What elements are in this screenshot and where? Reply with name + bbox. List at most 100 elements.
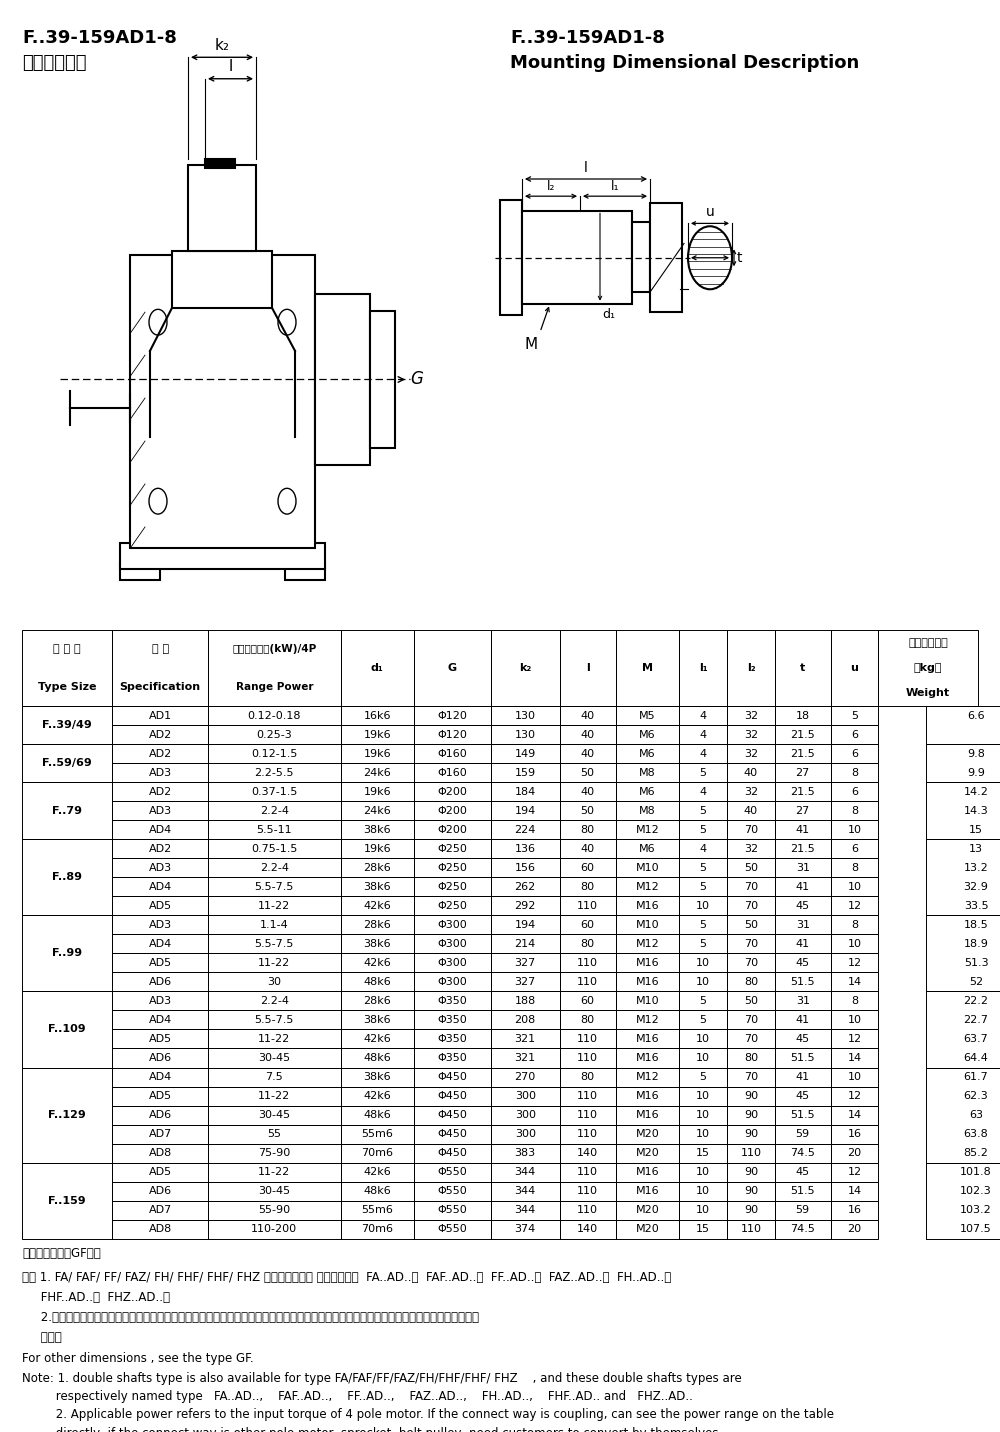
Text: 0.25-3: 0.25-3 <box>256 730 292 740</box>
Bar <box>775 991 831 1011</box>
Bar <box>208 725 341 745</box>
Bar <box>679 1220 727 1239</box>
Text: 110: 110 <box>577 977 598 987</box>
Text: 32: 32 <box>744 749 758 759</box>
Circle shape <box>149 309 167 335</box>
Text: M16: M16 <box>636 1034 659 1044</box>
Text: AD4: AD4 <box>148 1015 172 1025</box>
Text: 2. Applicable power refers to the input torque of 4 pole motor. If the connect w: 2. Applicable power refers to the input … <box>22 1408 834 1422</box>
Text: 107.5: 107.5 <box>960 1224 992 1234</box>
Bar <box>208 915 341 934</box>
Text: 383: 383 <box>515 1148 536 1158</box>
Text: 63.8: 63.8 <box>964 1128 988 1138</box>
Text: M16: M16 <box>636 1091 659 1101</box>
Bar <box>727 991 775 1011</box>
Text: AD7: AD7 <box>148 1206 172 1216</box>
Bar <box>727 1220 775 1239</box>
Bar <box>679 1011 727 1030</box>
Text: 16: 16 <box>848 1128 862 1138</box>
Text: M10: M10 <box>636 995 659 1005</box>
Text: 300: 300 <box>515 1128 536 1138</box>
Text: 9.9: 9.9 <box>967 768 985 778</box>
Text: 32: 32 <box>744 786 758 796</box>
Bar <box>831 630 878 706</box>
Text: 327: 327 <box>515 977 536 987</box>
Bar <box>208 1087 341 1106</box>
Bar <box>208 706 341 725</box>
Bar <box>491 630 560 706</box>
Bar <box>414 1124 491 1144</box>
Text: 5: 5 <box>700 1073 707 1083</box>
Bar <box>22 915 112 991</box>
Bar <box>341 802 414 821</box>
Text: 74.5: 74.5 <box>790 1148 815 1158</box>
Text: AD6: AD6 <box>149 977 172 987</box>
Text: 11-22: 11-22 <box>258 1091 290 1101</box>
Text: 80: 80 <box>581 825 595 835</box>
Bar <box>616 1200 679 1220</box>
Bar <box>650 203 682 312</box>
Text: M5: M5 <box>639 710 656 720</box>
Text: Φ300: Φ300 <box>437 977 467 987</box>
Bar <box>679 1048 727 1067</box>
Text: 10: 10 <box>848 825 862 835</box>
Bar <box>679 1124 727 1144</box>
Bar <box>341 630 414 706</box>
Text: 184: 184 <box>515 786 536 796</box>
Bar <box>205 159 235 168</box>
Text: 15: 15 <box>696 1148 710 1158</box>
Text: 8: 8 <box>851 863 858 874</box>
Text: 5: 5 <box>700 882 707 892</box>
Bar <box>208 839 341 858</box>
Bar <box>120 543 325 569</box>
Text: 14: 14 <box>847 977 862 987</box>
Text: M12: M12 <box>636 882 659 892</box>
Bar <box>616 706 679 725</box>
Bar <box>285 563 325 580</box>
Bar <box>112 1048 208 1067</box>
Bar <box>341 1220 414 1239</box>
Bar <box>679 839 727 858</box>
Text: AD1: AD1 <box>149 710 172 720</box>
Bar <box>112 763 208 782</box>
Text: 40: 40 <box>581 749 595 759</box>
Text: 6: 6 <box>851 786 858 796</box>
Text: AD6: AD6 <box>149 1110 172 1120</box>
Bar <box>775 821 831 839</box>
Bar <box>831 991 878 1011</box>
Text: M12: M12 <box>636 939 659 949</box>
Bar <box>831 706 878 725</box>
Bar <box>208 802 341 821</box>
Bar <box>560 1163 616 1181</box>
Bar <box>616 802 679 821</box>
Text: 18.9: 18.9 <box>964 939 988 949</box>
Bar <box>831 1181 878 1200</box>
Text: AD8: AD8 <box>148 1224 172 1234</box>
Text: AD4: AD4 <box>148 939 172 949</box>
Bar <box>341 1011 414 1030</box>
Bar <box>616 1067 679 1087</box>
Circle shape <box>149 488 167 514</box>
Bar <box>616 1011 679 1030</box>
Text: 14.3: 14.3 <box>964 806 988 816</box>
Bar <box>414 1220 491 1239</box>
Bar <box>208 630 341 706</box>
Text: AD4: AD4 <box>148 825 172 835</box>
Bar <box>414 706 491 725</box>
Bar <box>491 934 560 954</box>
Bar <box>341 745 414 763</box>
Text: 22.7: 22.7 <box>964 1015 989 1025</box>
Bar <box>775 1181 831 1200</box>
Text: 0.12-0.18: 0.12-0.18 <box>248 710 301 720</box>
Text: d₁: d₁ <box>602 308 615 321</box>
Bar <box>616 896 679 915</box>
Bar <box>491 954 560 972</box>
Text: 其它尺寸请参照GF型。: 其它尺寸请参照GF型。 <box>22 1247 101 1260</box>
Bar <box>188 165 256 251</box>
Bar <box>22 745 112 782</box>
Bar <box>616 630 679 706</box>
Text: 48k6: 48k6 <box>363 1110 391 1120</box>
Text: 51.5: 51.5 <box>790 1053 815 1063</box>
Text: 321: 321 <box>515 1034 536 1044</box>
Text: M16: M16 <box>636 1186 659 1196</box>
